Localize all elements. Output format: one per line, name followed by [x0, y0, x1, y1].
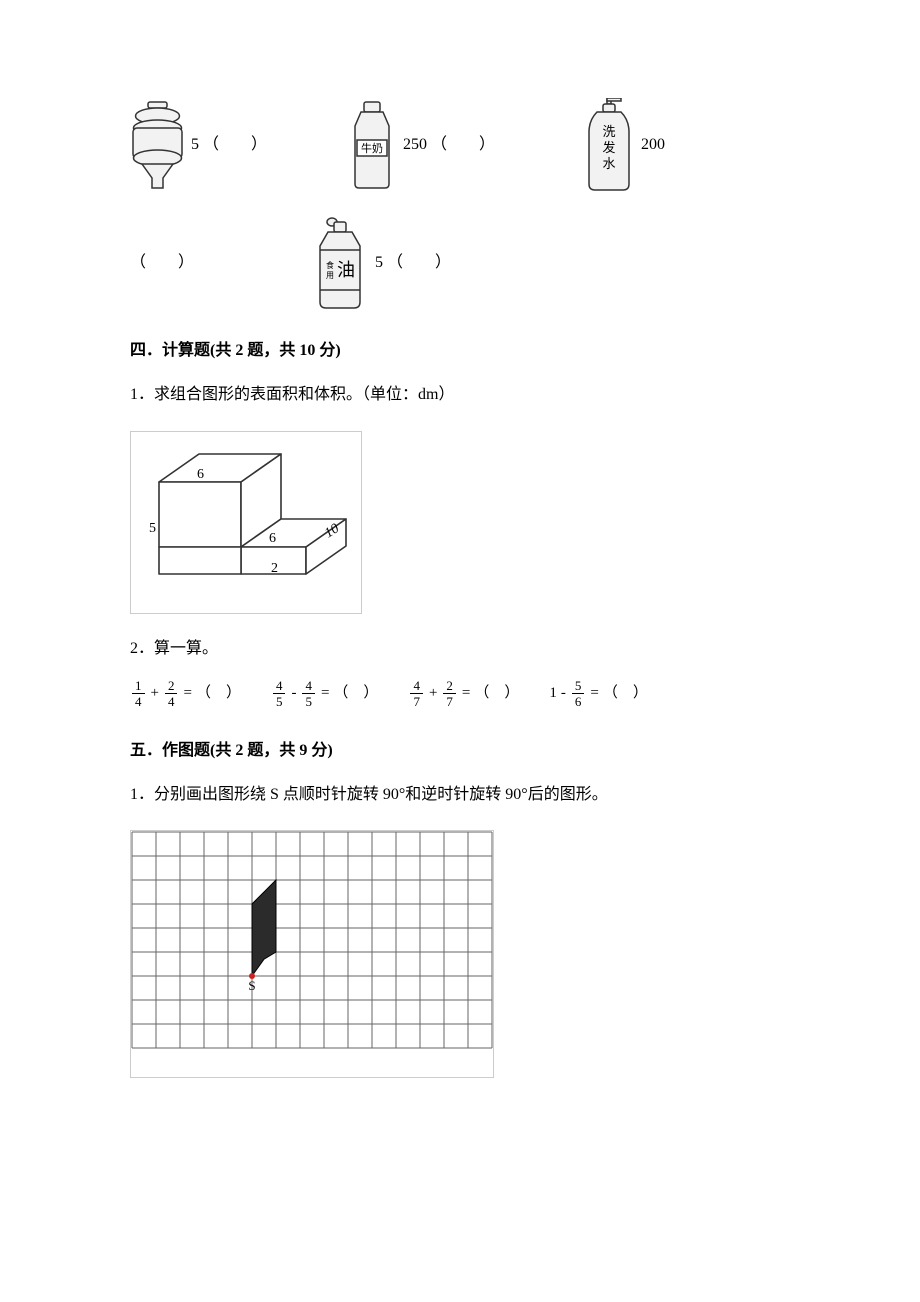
- section-4-q1-text: 1．求组合图形的表面积和体积。（单位：dm）: [130, 380, 800, 410]
- expr-3: 47 + 27 = （ ）: [408, 679, 519, 708]
- svg-text:洗: 洗: [603, 124, 616, 139]
- svg-text:用: 用: [326, 271, 334, 280]
- item-oil-text: 5 （ ）: [375, 248, 451, 278]
- frac-4-5b: 45: [302, 679, 315, 708]
- milk-bottle-icon: 牛奶: [347, 100, 397, 190]
- svg-text:油: 油: [337, 260, 355, 280]
- shampoo-bottle-icon: 洗 发 水: [585, 100, 635, 190]
- svg-text:S: S: [248, 978, 255, 993]
- op: -: [561, 679, 566, 708]
- frac-2-7: 27: [443, 679, 456, 708]
- rotation-grid-figure: S: [130, 830, 494, 1077]
- op: +: [429, 679, 437, 708]
- composite-figure: 5 6 6 2 10: [130, 431, 362, 614]
- blank: （ ）: [333, 679, 378, 708]
- blank: （ ）: [387, 254, 451, 271]
- milk-label-svg: 牛奶: [361, 141, 383, 155]
- blank-continuation: （ ）: [130, 248, 194, 278]
- svg-text:发: 发: [603, 140, 616, 155]
- section-4-q2-text: 2．算一算。: [130, 634, 800, 664]
- blank: （ ）: [603, 679, 648, 708]
- blank: （ ）: [474, 679, 519, 708]
- rotation-grid-svg: S: [131, 831, 493, 1065]
- svg-text:水: 水: [603, 156, 616, 171]
- item-milk-text: 250 （ ）: [403, 130, 495, 160]
- item-shampoo-text: 200: [641, 130, 665, 160]
- value: 5: [375, 254, 383, 271]
- whole: 1: [549, 679, 557, 708]
- unit-items-row-1: 5 （ ） 牛奶 250 （ ）: [130, 100, 800, 210]
- unit-items-row-2: （ ） 食 用 油 5 （ ）: [130, 218, 800, 308]
- frac-2-4: 24: [165, 679, 178, 708]
- label-front-6: 6: [269, 531, 276, 546]
- item-shampoo-bottle: 洗 发 水 200: [585, 100, 665, 190]
- label-left-5: 5: [149, 521, 156, 536]
- item-water-jug-text: 5 （ ）: [191, 130, 267, 160]
- value: 250: [403, 136, 427, 153]
- blank: （ ）: [196, 679, 241, 708]
- op: -: [291, 679, 296, 708]
- section-4-title: 四．计算题(共 2 题，共 10 分): [130, 336, 800, 366]
- frac-5-6: 56: [572, 679, 585, 708]
- label-top-6: 6: [197, 467, 204, 482]
- water-jug-icon: [130, 100, 185, 190]
- oil-bottle-icon: 食 用 油: [314, 218, 369, 308]
- expr-4: 1 - 56 = （ ）: [549, 679, 647, 708]
- section-5-title: 五．作图题(共 2 题，共 9 分): [130, 736, 800, 766]
- value: 200: [641, 136, 665, 153]
- item-milk-bottle: 牛奶 250 （ ）: [347, 100, 495, 190]
- blank: （ ）: [203, 136, 267, 153]
- frac-4-5a: 45: [273, 679, 286, 708]
- svg-text:食: 食: [326, 260, 334, 270]
- label-front-2: 2: [271, 561, 278, 576]
- frac-1-4: 14: [132, 679, 145, 708]
- item-oil-bottle: 食 用 油 5 （ ）: [314, 218, 451, 308]
- expr-2: 45 - 45 = （ ）: [271, 679, 378, 708]
- value: 5: [191, 136, 199, 153]
- worksheet-page: 5 （ ） 牛奶 250 （ ）: [0, 0, 920, 1302]
- item-water-jug: 5 （ ）: [130, 100, 267, 190]
- expr-1: 14 + 24 = （ ）: [130, 679, 241, 708]
- section-5-q1-text: 1．分别画出图形绕 S 点顺时针旋转 90°和逆时针旋转 90°后的图形。: [130, 780, 800, 810]
- frac-4-7: 47: [410, 679, 423, 708]
- calc-expressions: 14 + 24 = （ ） 45 - 45 = （ ） 47 + 27 = （ …: [130, 679, 800, 708]
- op: +: [151, 679, 159, 708]
- blank: （ ）: [431, 136, 495, 153]
